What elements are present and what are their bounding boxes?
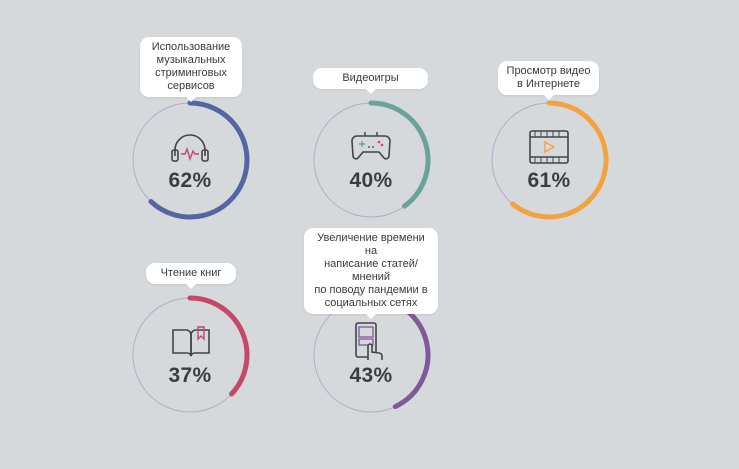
label-social: Увеличение времени на написание статей/м… [314,232,428,309]
ring-arc-music [148,100,250,220]
label-bubble-music: Использование музыкальных стриминговых с… [140,37,242,102]
label-bubble-social: Увеличение времени на написание статей/м… [304,228,438,319]
headphones-icon [171,134,209,162]
label-bubble-video: Просмотр видео в Интернете [498,61,599,100]
label-video: Просмотр видео в Интернете [506,65,591,90]
value-music: 62% [168,169,212,192]
smartphone-tap-icon [355,322,383,360]
value-books: 37% [168,364,212,387]
label-bubble-games: Видеоигры [313,68,428,94]
ring-arc-books [187,295,250,397]
label-bubble-books: Чтение книг [146,263,236,289]
ring-arc-video [510,100,609,220]
video-player-icon [529,130,569,164]
value-video: 61% [527,169,571,192]
ring-arc-games [368,100,431,209]
value-games: 40% [349,169,393,192]
value-social: 43% [349,364,393,387]
gamepad-icon [351,132,391,160]
label-games: Видеоигры [342,72,399,84]
label-books: Чтение книг [160,267,222,279]
label-music: Использование музыкальных стриминговых с… [151,41,231,92]
book-icon [172,326,210,357]
